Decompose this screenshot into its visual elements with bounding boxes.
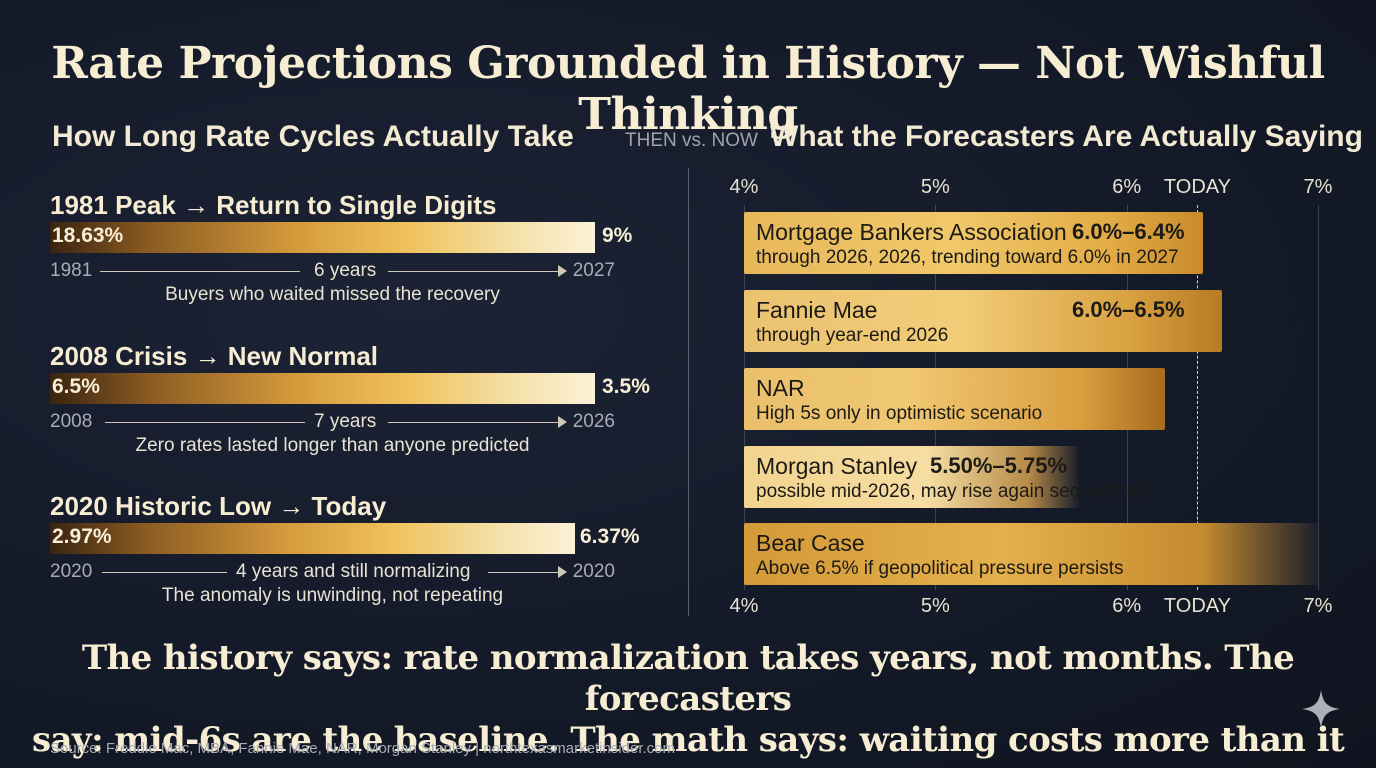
history-note: Zero rates lasted longer than anyone pre… [135, 435, 530, 456]
timeline-duration: 7 years [314, 411, 377, 432]
history-timeline: 2008 7 years 2026 [50, 411, 615, 433]
history-title: 2008 Crisis → New Normal [50, 341, 379, 371]
sparkle-icon [1302, 690, 1340, 728]
gridline [1318, 205, 1319, 590]
forecast-description: Above 6.5% if geopolitical pressure pers… [756, 558, 1124, 579]
arrow-right-icon [558, 265, 567, 277]
x-tick-label-bottom: 7% [1303, 595, 1333, 617]
today-label-top: TODAY [1163, 176, 1231, 198]
timeline-duration: 6 years [314, 260, 377, 281]
history-bar [50, 523, 575, 554]
x-tick-label-top: 5% [920, 176, 950, 198]
forecast-name: Fannie Mae [756, 297, 878, 323]
history-timeline: 1981 6 years 2027 [50, 260, 615, 282]
timeline-start-year: 1981 [50, 260, 93, 281]
source-footer: Source: Freddie Mac, MBA, Fannie Mae, NA… [50, 740, 675, 757]
timeline-line [100, 271, 300, 272]
today-label-bottom: TODAY [1163, 595, 1231, 617]
forecast-range: 5.50%–5.75% [930, 453, 1067, 478]
timeline-end-year: 2027 [572, 260, 615, 281]
forecast-range: 6.0%–6.5% [1072, 297, 1185, 322]
forecast-bar [744, 446, 1079, 508]
timeline-line [388, 422, 558, 423]
history-cycle-2008: 2008 Crisis → New Normal 6.5% 3.5% 2008 … [50, 341, 670, 481]
page-title: Rate Projections Grounded in History — N… [51, 38, 1325, 140]
forecast-bar [744, 212, 1204, 274]
history-end-value: 9% [602, 224, 633, 247]
forecast-description: High 5s only in optimistic scenario [756, 403, 1043, 424]
history-cycle-1981: 1981 Peak → Return to Single Digits 18.6… [50, 190, 670, 330]
forecast-name: Mortgage Bankers Association [756, 219, 1067, 245]
x-tick-label-top: 4% [729, 176, 759, 198]
x-tick-label-bottom: 4% [729, 595, 759, 617]
section-divider [688, 168, 689, 616]
history-start-value: 2.97% [52, 525, 112, 548]
forecast-bar [744, 368, 1165, 430]
x-tick-label-bottom: 5% [920, 595, 950, 617]
history-timeline: 2020 4 years and still normalizing 2020 [50, 561, 615, 583]
history-note: The anomaly is unwinding, not repeating [161, 585, 504, 606]
forecast-bar [744, 290, 1223, 352]
right-section-heading: What the Forecasters Are Actually Saying [770, 120, 1363, 153]
today-marker-line [1197, 205, 1199, 590]
timeline-line [388, 271, 558, 272]
timeline-line [102, 572, 227, 573]
forecast-name: NAR [756, 375, 805, 401]
then-now-label: THEN vs. NOW [625, 130, 758, 151]
forecast-description: possible mid-2026, may rise again second… [756, 481, 1147, 502]
forecast-bar [744, 523, 1318, 585]
arrow-right-icon [558, 566, 567, 578]
forecast-name: Bear Case [756, 530, 865, 556]
timeline-duration: 4 years and still normalizing [236, 561, 471, 582]
history-note: Buyers who waited missed the recovery [165, 284, 500, 305]
forecast-name: Morgan Stanley [756, 453, 918, 479]
history-bar [50, 373, 595, 404]
conclusion-line-2: say: mid-6s are the baseline. The math s… [31, 720, 1345, 768]
conclusion-text: The history says: rate normalization tak… [0, 638, 1376, 768]
conclusion-line-1: The history says: rate normalization tak… [81, 638, 1295, 719]
left-section-heading: How Long Rate Cycles Actually Take [52, 120, 574, 153]
x-tick-label-top: 7% [1303, 176, 1333, 198]
arrow-right-icon [558, 416, 567, 428]
x-tick-label-bottom: 6% [1112, 595, 1142, 617]
history-end-value: 3.5% [602, 375, 650, 398]
history-title: 1981 Peak → Return to Single Digits [50, 190, 497, 220]
history-title: 2020 Historic Low → Today [50, 491, 387, 521]
x-tick-label-top: 6% [1112, 176, 1142, 198]
timeline-line [105, 422, 305, 423]
timeline-line [488, 572, 558, 573]
forecast-range: 6.0%–6.4% [1072, 219, 1185, 244]
history-cycle-2020: 2020 Historic Low → Today 2.97% 6.37% 20… [50, 491, 670, 631]
timeline-end-year: 2026 [572, 411, 615, 432]
history-start-value: 6.5% [52, 375, 100, 398]
history-bar [50, 222, 595, 253]
history-start-value: 18.63% [52, 224, 124, 247]
forecast-description: through year-end 2026 [756, 325, 949, 346]
forecast-description: through 2026, 2026, trending toward 6.0%… [756, 247, 1179, 268]
timeline-start-year: 2020 [50, 561, 93, 582]
timeline-end-year: 2020 [572, 561, 615, 582]
history-end-value: 6.37% [580, 525, 640, 548]
timeline-start-year: 2008 [50, 411, 93, 432]
